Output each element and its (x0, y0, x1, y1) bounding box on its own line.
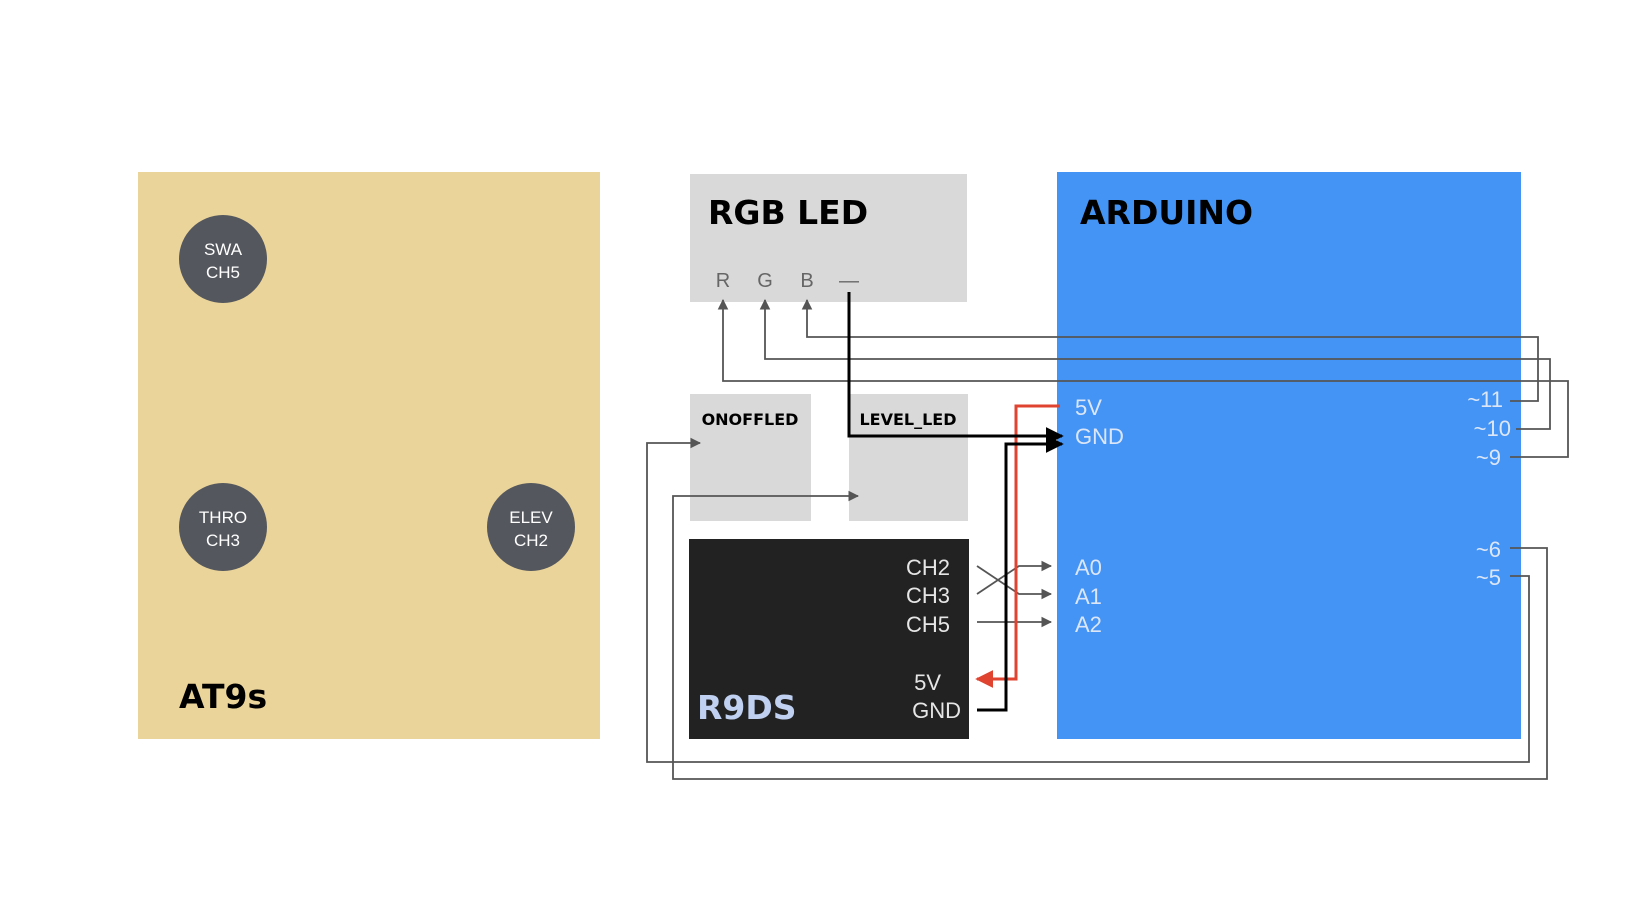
arduino: ARDUINO 5V GND A0 A1 A2 ~11 ~10 ~9 ~6 ~5 (1057, 172, 1521, 739)
onoff-led: ONOFFLED (690, 394, 811, 521)
wire-ch3-to-a0 (976, 560, 1053, 595)
knob-thro: THRO CH3 (179, 483, 267, 571)
knob-thro-line2: CH3 (206, 531, 240, 550)
receiver-panel (689, 539, 969, 739)
rgb-led-panel (690, 174, 967, 302)
rgb-pin-g: G (757, 270, 773, 292)
knob-elev-line1: ELEV (509, 508, 553, 527)
receiver-pin-gnd: GND (912, 698, 961, 723)
rgb-pin-minus: — (839, 270, 859, 292)
rgb-pin-b: B (800, 270, 813, 292)
wire-pin10-to-rgb-g (759, 298, 1551, 430)
onoff-led-panel (690, 394, 811, 521)
receiver-pin-ch2: CH2 (906, 555, 950, 580)
arduino-panel (1057, 172, 1521, 739)
knob-swa-line1: SWA (204, 240, 243, 259)
knob-swa-circle (179, 215, 267, 303)
wire-receiver-gnd-to-gnd (977, 435, 1064, 712)
receiver: R9DS CH2 CH3 CH5 5V GND (689, 539, 969, 739)
wire-rgb-minus-to-gnd (847, 292, 1064, 445)
transmitter-title: AT9s (179, 677, 267, 716)
arduino-pin-a2: A2 (1075, 612, 1102, 637)
knob-swa: SWA CH5 (179, 215, 267, 303)
knob-elev-line2: CH2 (514, 531, 548, 550)
level-led-panel (849, 394, 968, 521)
arduino-pin-gnd: GND (1075, 424, 1124, 449)
arduino-pin-5: ~5 (1476, 565, 1501, 590)
receiver-title: R9DS (697, 688, 797, 727)
arduino-pin-5v: 5V (1075, 395, 1102, 420)
onoff-led-title: ONOFFLED (702, 410, 799, 429)
wire-5v-power (975, 404, 1060, 688)
arduino-pin-a0: A0 (1075, 555, 1102, 580)
receiver-pin-ch5: CH5 (906, 612, 950, 637)
knob-swa-line2: CH5 (206, 263, 240, 282)
transmitter: SWA CH5 THRO CH3 ELEV CH2 AT9s (138, 172, 600, 739)
knob-thro-line1: THRO (199, 508, 247, 527)
knob-thro-circle (179, 483, 267, 571)
level-led: LEVEL_LED (849, 394, 968, 521)
wire-pin11-to-rgb-b (801, 298, 1539, 402)
rgb-pin-r: R (716, 270, 730, 292)
level-led-title: LEVEL_LED (859, 410, 956, 429)
arduino-pin-a1: A1 (1075, 584, 1102, 609)
wires (646, 292, 1569, 780)
knob-elev-circle (487, 483, 575, 571)
arduino-pin-10: ~10 (1474, 416, 1511, 441)
knob-elev: ELEV CH2 (487, 483, 575, 571)
arduino-pin-9: ~9 (1476, 445, 1501, 470)
wire-ch2-to-a1 (976, 565, 1053, 600)
rgb-led-title: RGB LED (708, 193, 868, 232)
wire-pin9-to-rgb-r (717, 298, 1569, 458)
wire-pin5-to-onoff-led (646, 437, 1530, 763)
receiver-pin-ch3: CH3 (906, 583, 950, 608)
arduino-title: ARDUINO (1080, 193, 1253, 232)
wire-pin6-to-level-led (672, 490, 1548, 780)
rgb-led: RGB LED R G B — (690, 174, 967, 302)
arduino-pin-11: ~11 (1467, 387, 1503, 412)
arduino-pin-6: ~6 (1476, 537, 1501, 562)
receiver-pin-5v: 5V (914, 670, 941, 695)
